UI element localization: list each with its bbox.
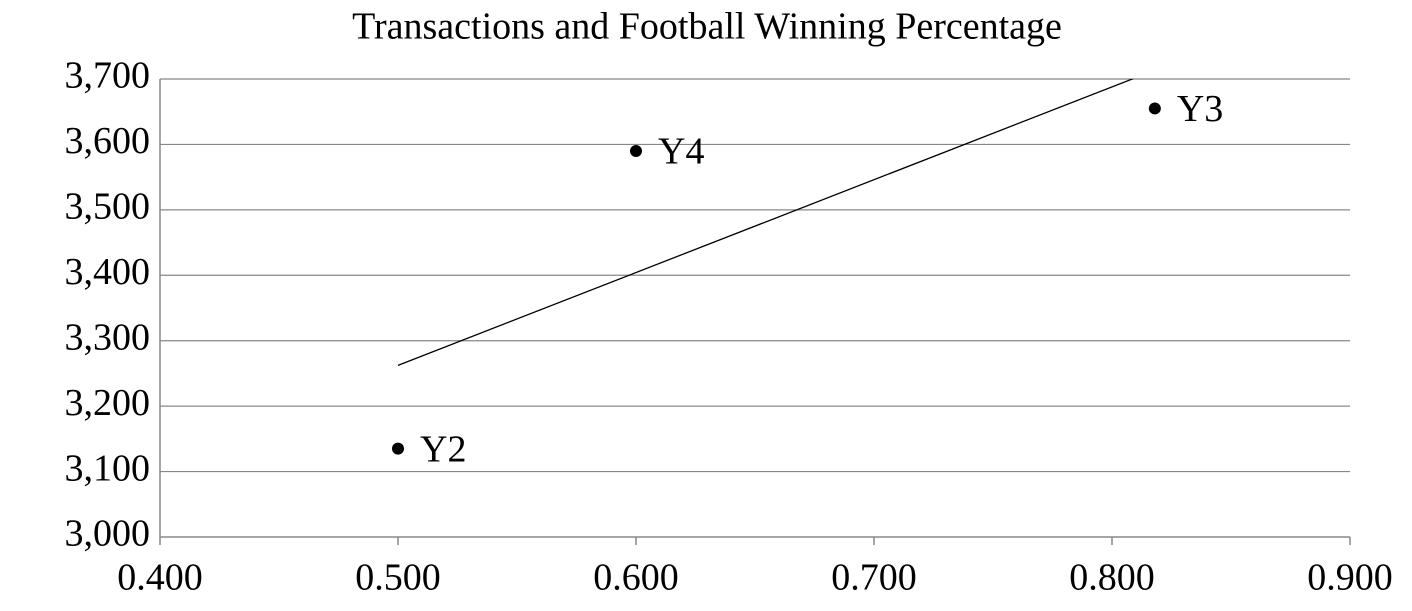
point	[392, 442, 404, 455]
point-label: Y3	[1177, 88, 1223, 130]
y-tick-label: 3,200	[65, 382, 151, 424]
point	[630, 144, 642, 157]
y-tick-label: 3,700	[65, 55, 151, 97]
y-tick-label: 3,000	[65, 513, 151, 555]
chart-title: Transactions and Football Winning Percen…	[352, 6, 1062, 48]
x-tick-label: 0.800	[1069, 557, 1155, 599]
y-tick-label: 3,300	[65, 316, 151, 358]
y-tick-label: 3,600	[65, 120, 151, 162]
trendline	[397, 79, 1135, 366]
x-tick-label: 0.700	[831, 557, 917, 599]
point-label: Y4	[658, 131, 704, 173]
y-tick-label: 3,100	[65, 447, 151, 489]
x-tick-label: 0.400	[117, 557, 203, 599]
y-tick-label: 3,500	[65, 186, 151, 228]
y-tick-label: 3,400	[65, 251, 151, 293]
point-label: Y2	[420, 428, 466, 470]
point	[1148, 102, 1161, 115]
x-tick-label: 0.900	[1307, 557, 1393, 599]
x-tick-label: 0.600	[593, 557, 679, 599]
x-tick-label: 0.500	[355, 557, 441, 599]
